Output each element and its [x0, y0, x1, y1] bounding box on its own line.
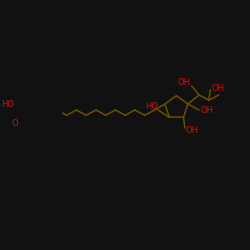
Text: HO: HO	[1, 100, 14, 109]
Text: O: O	[12, 119, 18, 128]
Text: OH: OH	[211, 84, 224, 93]
Text: OH: OH	[178, 78, 190, 88]
Text: HO: HO	[146, 102, 158, 112]
Text: OH: OH	[186, 126, 199, 136]
Text: OH: OH	[200, 106, 213, 114]
